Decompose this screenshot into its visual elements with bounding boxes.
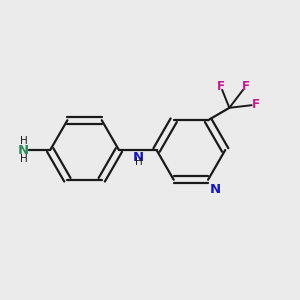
Text: N: N (133, 151, 144, 164)
Text: F: F (217, 80, 225, 93)
Text: H: H (134, 157, 142, 166)
Text: N: N (18, 143, 29, 157)
Text: H: H (20, 154, 28, 164)
Text: F: F (252, 98, 260, 111)
Text: F: F (242, 80, 250, 93)
Text: N: N (210, 183, 221, 196)
Text: H: H (20, 136, 28, 146)
